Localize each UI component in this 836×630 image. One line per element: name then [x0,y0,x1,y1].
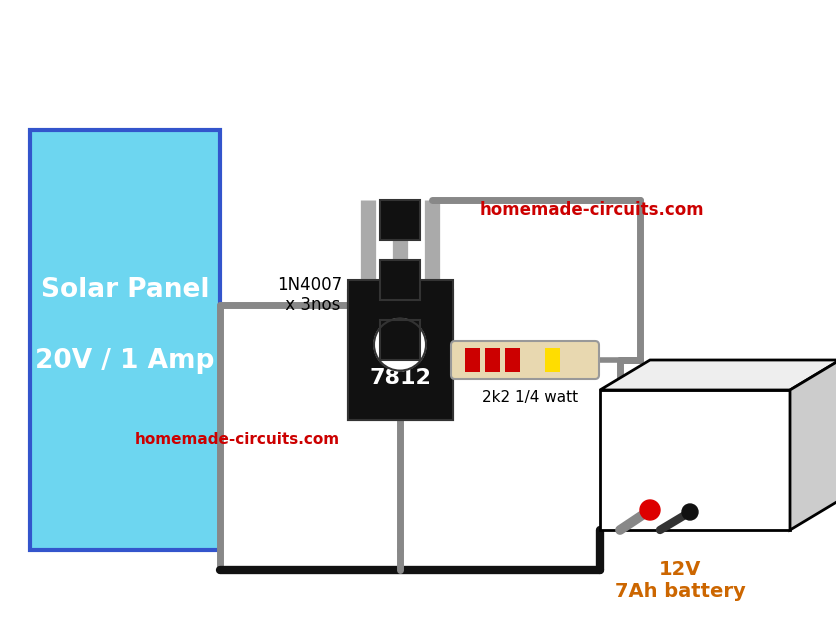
FancyBboxPatch shape [505,348,520,372]
FancyBboxPatch shape [600,390,790,530]
FancyBboxPatch shape [545,348,560,372]
Text: 1N4007
 x 3nos: 1N4007 x 3nos [278,275,343,314]
FancyBboxPatch shape [348,280,452,420]
Text: 2k2 1/4 watt: 2k2 1/4 watt [482,390,578,405]
Text: 20V / 1 Amp: 20V / 1 Amp [35,348,215,374]
Text: 7812: 7812 [369,368,431,388]
FancyBboxPatch shape [30,130,220,550]
Text: Solar Panel: Solar Panel [41,277,209,302]
Text: homemade-circuits.com: homemade-circuits.com [480,201,705,219]
FancyBboxPatch shape [380,200,420,240]
Polygon shape [790,360,836,530]
Circle shape [374,319,426,370]
Text: homemade-circuits.com: homemade-circuits.com [135,433,340,447]
Polygon shape [600,360,836,390]
FancyBboxPatch shape [380,320,420,360]
Circle shape [640,500,660,520]
FancyBboxPatch shape [465,348,480,372]
FancyBboxPatch shape [485,348,500,372]
FancyBboxPatch shape [451,341,599,379]
Circle shape [682,504,698,520]
Text: 12V
7Ah battery: 12V 7Ah battery [614,560,746,601]
FancyBboxPatch shape [348,290,452,420]
FancyBboxPatch shape [380,260,420,300]
Text: IC: IC [388,319,412,339]
